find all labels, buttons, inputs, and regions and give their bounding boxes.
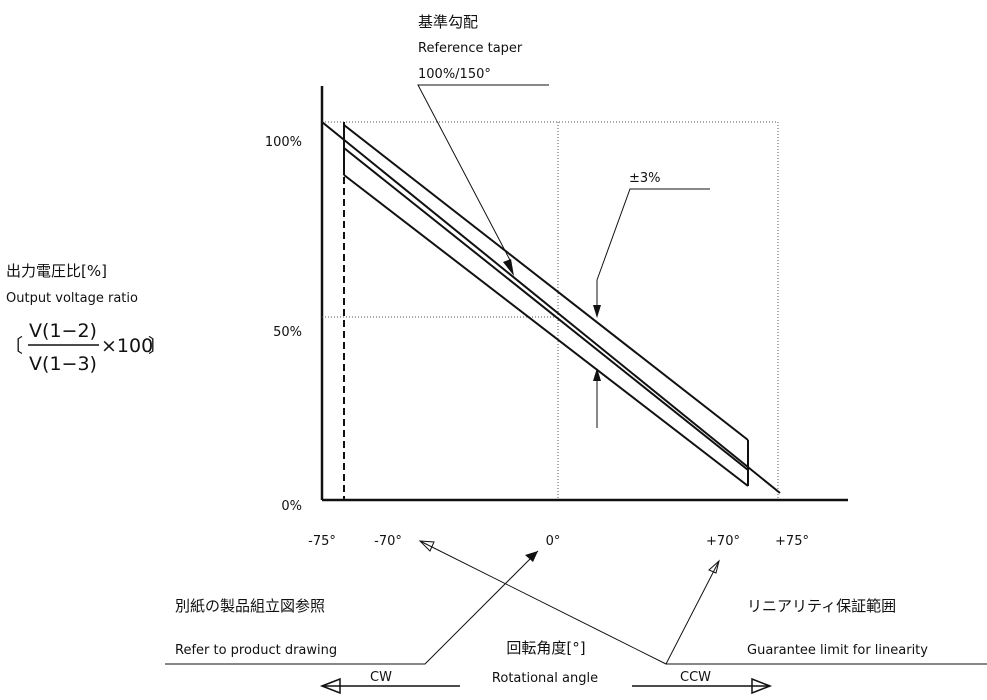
formula-open-bracket: 〔 (4, 335, 23, 357)
gridlines (322, 121, 779, 500)
linearity-note: リニアリティ保証範囲 Guarantee limit for linearity (747, 597, 928, 658)
xlabel-en: Rotational angle (492, 671, 598, 686)
formula-close-bracket: 〕 (148, 335, 167, 357)
y-axis-title: 出力電圧比[%] Output voltage ratio 〔 V(1−2) V… (4, 262, 167, 375)
voltage-ratio-formula: 〔 V(1−2) V(1−3) ×100 〕 (4, 320, 167, 375)
tolerance-leader (596, 188, 710, 281)
x-axis-title: 回転角度[°] Rotational angle (492, 639, 598, 686)
rotation-direction: CW CCW (322, 670, 770, 687)
linearity-leader (665, 560, 987, 665)
reference-taper-line (321, 121, 781, 494)
linearity-leader-left-head (418, 540, 435, 552)
xlabel-jp: 回転角度[°] (506, 639, 585, 657)
y-tick-0: 0% (281, 499, 302, 514)
ccw-label: CCW (680, 670, 711, 685)
formula-denominator: V(1−3) (29, 353, 97, 375)
ylabel-en: Output voltage ratio (6, 291, 138, 306)
leader-lines (165, 84, 987, 665)
axes (320, 86, 848, 502)
x-tick-0: 0° (546, 534, 561, 549)
linearity-leader-right-head (708, 559, 720, 574)
formula-multiplier: ×100 (101, 335, 153, 357)
taper-arrowhead (503, 259, 514, 276)
taper-leader (417, 84, 549, 263)
ylabel-jp: 出力電圧比[%] (6, 262, 107, 280)
taper-annotation: 基準勾配 Reference taper 100%/150° (418, 13, 523, 82)
x-tick-minus70: -70° (374, 534, 402, 549)
y-tick-50: 50% (273, 325, 302, 340)
x-tick-minus75: -75° (308, 534, 336, 549)
tolerance-label: ±3% (629, 171, 661, 186)
drawing-label-jp: 別紙の製品組立図参照 (175, 597, 325, 615)
tolerance-arrowhead-top (593, 305, 601, 318)
taper-value: 100%/150° (418, 67, 491, 82)
drawing-leader-head (525, 551, 538, 562)
x-tick-plus75: +75° (775, 534, 809, 549)
lower-limit-line (343, 174, 749, 487)
formula-numerator: V(1−2) (29, 320, 97, 342)
x-tick-plus70: +70° (706, 534, 740, 549)
taper-label-jp: 基準勾配 (418, 13, 478, 31)
taper-label-en: Reference taper (418, 41, 523, 56)
linearity-label-en: Guarantee limit for linearity (747, 643, 928, 658)
y-tick-100: 100% (265, 135, 302, 150)
tolerance-arrowhead-bottom (593, 368, 601, 381)
drawing-leader (165, 550, 539, 665)
linearity-label-jp: リニアリティ保証範囲 (747, 597, 896, 615)
upper-limit-line (343, 124, 749, 441)
center-line (343, 147, 749, 471)
cw-label: CW (370, 670, 392, 685)
drawing-note: 別紙の製品組立図参照 Refer to product drawing (175, 597, 337, 658)
series-lines (321, 121, 781, 494)
x-tick-labels: -75° -70° 0° +70° +75° (308, 534, 809, 549)
drawing-label-en: Refer to product drawing (175, 643, 337, 658)
y-tick-labels: 100% 50% 0% (265, 135, 302, 514)
arrowheads (319, 259, 773, 695)
linearity-leader-left (419, 540, 667, 665)
